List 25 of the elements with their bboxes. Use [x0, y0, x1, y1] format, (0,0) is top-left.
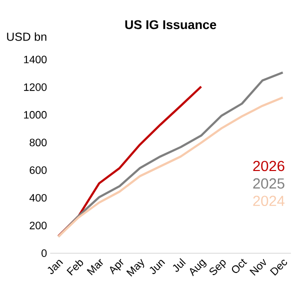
- y-tick-label: 1400: [24, 56, 47, 64]
- x-tick-label: Sep: [210, 260, 226, 276]
- chart-title: US IG Issuance: [125, 20, 216, 30]
- x-tick-label: Nov: [250, 258, 266, 276]
- y-tick-label: 1200: [24, 84, 47, 92]
- x-tick-label: May: [126, 258, 144, 277]
- x-tick-label: Jan: [48, 260, 64, 274]
- x-tick-label: Aug: [190, 259, 207, 276]
- x-tick-label: Dec: [270, 260, 288, 276]
- x-tick-label: Apr: [110, 259, 124, 275]
- y-tick-label: 200: [30, 222, 47, 230]
- text: 2026: [253, 161, 284, 172]
- x-tick-label: Oct: [232, 259, 248, 274]
- x-tick-label: Jul: [172, 258, 186, 272]
- y-tick-label: 800: [30, 138, 47, 146]
- x-tick-label: Feb: [66, 260, 84, 276]
- y-tick-label: 400: [29, 194, 47, 202]
- x-tick-label: Jun: [150, 260, 166, 274]
- text: 2024: [253, 196, 285, 206]
- text: 2025: [253, 178, 284, 189]
- y-tick-label: 1000: [24, 111, 47, 119]
- y-axis-title: USD bn: [7, 32, 46, 42]
- y-tick-label: 600: [30, 166, 47, 174]
- y-tick-label: 0: [42, 250, 47, 258]
- x-tick-label: Mar: [86, 259, 104, 276]
